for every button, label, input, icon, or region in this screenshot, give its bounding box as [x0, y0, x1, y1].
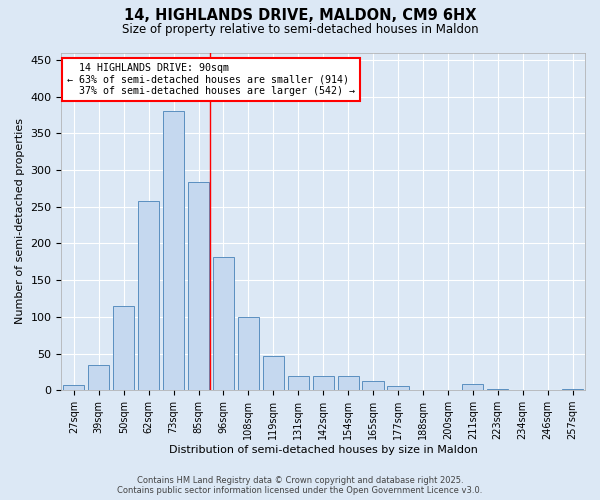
- Bar: [562, 389, 583, 390]
- Bar: [462, 384, 484, 390]
- Text: Size of property relative to semi-detached houses in Maldon: Size of property relative to semi-detach…: [122, 22, 478, 36]
- Bar: [63, 385, 85, 390]
- Y-axis label: Number of semi-detached properties: Number of semi-detached properties: [15, 118, 25, 324]
- Bar: [263, 356, 284, 390]
- Bar: [362, 382, 383, 390]
- Bar: [338, 376, 359, 390]
- Bar: [313, 376, 334, 390]
- Bar: [138, 201, 159, 390]
- Bar: [188, 182, 209, 390]
- Bar: [88, 364, 109, 390]
- Text: 14, HIGHLANDS DRIVE, MALDON, CM9 6HX: 14, HIGHLANDS DRIVE, MALDON, CM9 6HX: [124, 8, 476, 22]
- Bar: [287, 376, 309, 390]
- Bar: [163, 111, 184, 390]
- Text: Contains HM Land Registry data © Crown copyright and database right 2025.
Contai: Contains HM Land Registry data © Crown c…: [118, 476, 482, 495]
- Bar: [388, 386, 409, 390]
- Bar: [213, 256, 234, 390]
- Bar: [238, 317, 259, 390]
- Text: 14 HIGHLANDS DRIVE: 90sqm
← 63% of semi-detached houses are smaller (914)
  37% : 14 HIGHLANDS DRIVE: 90sqm ← 63% of semi-…: [67, 62, 355, 96]
- Bar: [113, 306, 134, 390]
- X-axis label: Distribution of semi-detached houses by size in Maldon: Distribution of semi-detached houses by …: [169, 445, 478, 455]
- Bar: [487, 389, 508, 390]
